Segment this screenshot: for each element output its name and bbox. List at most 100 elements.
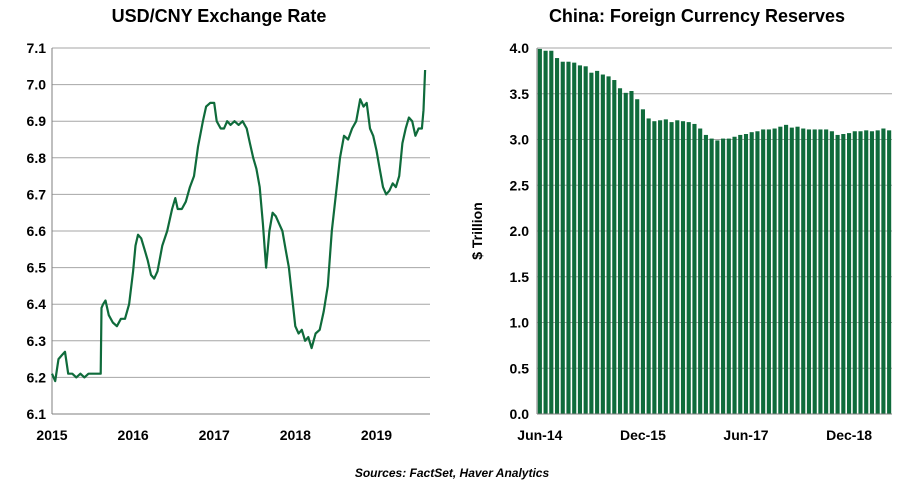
reserves-chart: China: Foreign Currency Reserves $ Trill…: [469, 6, 892, 443]
reserves-x-tick-label: Dec-15: [620, 427, 666, 443]
reserves-bar: [658, 120, 663, 414]
reserves-bar: [635, 99, 640, 415]
reserves-y-tick-label: 1.5: [510, 269, 530, 285]
reserves-y-tick-label: 0.5: [510, 360, 530, 376]
reserves-bar: [698, 128, 703, 414]
reserves-bar: [669, 122, 674, 415]
reserves-y-tick-label: 2.0: [510, 223, 530, 239]
reserves-bar: [743, 134, 749, 414]
exchange-rate-y-tick-label: 6.2: [27, 369, 47, 385]
reserves-bar: [652, 121, 657, 414]
reserves-bar: [600, 74, 605, 414]
reserves-x-tick-labels: Jun-14 Dec-15 Jun-17 Dec-18: [517, 427, 872, 443]
reserves-bar: [640, 109, 645, 414]
reserves-bar: [617, 88, 623, 414]
exchange-rate-x-tick-label: 2018: [280, 427, 311, 443]
reserves-bar: [869, 131, 875, 414]
exchange-rate-x-tick-labels: 2015 2016 2017 2018 2019: [36, 427, 392, 443]
exchange-rate-x-tick-label: 2017: [199, 427, 230, 443]
exchange-rate-y-tick-label: 7.0: [27, 77, 47, 93]
exchange-rate-y-tick-labels: 6.1 6.2 6.3 6.4 6.5 6.6 6.7 6.8 6.9 7.0 7.1: [27, 40, 47, 422]
exchange-rate-y-tick-label: 6.5: [27, 260, 47, 276]
reserves-bar: [623, 92, 628, 414]
exchange-rate-y-tick-label: 6.4: [27, 296, 47, 312]
reserves-bar: [692, 123, 697, 414]
reserves-bar: [738, 134, 743, 414]
exchange-rate-x-tick-label: 2016: [118, 427, 149, 443]
reserves-y-tick-label: 3.5: [510, 86, 530, 102]
exchange-rate-y-tick-label: 6.8: [27, 150, 47, 166]
reserves-bar: [537, 48, 542, 414]
reserves-bar: [881, 128, 886, 414]
reserves-bar: [749, 132, 754, 414]
exchange-rate-y-tick-label: 6.9: [27, 113, 47, 129]
reserves-bar: [772, 128, 777, 414]
reserves-bar: [726, 138, 731, 414]
reserves-bar: [572, 62, 577, 414]
exchange-rate-gridlines: [52, 47, 430, 378]
reserves-bar: [577, 65, 582, 414]
reserves-y-tick-label: 2.5: [510, 177, 530, 193]
exchange-rate-y-tick-label: 6.3: [27, 333, 47, 349]
reserves-bar: [612, 80, 617, 414]
reserves-bar: [858, 131, 863, 414]
reserves-bar: [566, 61, 571, 414]
exchange-rate-y-tick-label: 6.1: [27, 406, 47, 422]
reserves-bar: [841, 134, 846, 414]
reserves-bar: [583, 66, 588, 415]
reserves-bar: [864, 130, 869, 414]
reserves-bar: [829, 131, 834, 414]
reserves-bar: [703, 134, 708, 414]
reserves-bar: [595, 70, 600, 415]
reserves-bar: [589, 72, 594, 414]
reserves-bar: [560, 61, 565, 414]
reserves-bar: [887, 130, 892, 414]
reserves-bar: [709, 138, 714, 414]
reserves-bar: [875, 130, 880, 414]
reserves-y-tick-label: 4.0: [510, 40, 530, 56]
reserves-axes: [536, 48, 892, 415]
reserves-x-tick-label: Jun-17: [723, 427, 768, 443]
reserves-bar: [801, 128, 806, 414]
reserves-x-tick-label: Dec-18: [826, 427, 872, 443]
reserves-bars: [537, 48, 892, 415]
reserves-bar: [789, 127, 794, 415]
reserves-bar: [835, 134, 840, 414]
reserves-chart-title: China: Foreign Currency Reserves: [549, 6, 845, 26]
exchange-rate-y-tick-label: 7.1: [27, 40, 47, 56]
reserves-bar: [812, 129, 817, 414]
exchange-rate-x-tick-label: 2019: [361, 427, 392, 443]
exchange-rate-y-tick-label: 6.6: [27, 223, 47, 239]
reserves-bar: [646, 118, 651, 414]
reserves-bar: [732, 136, 737, 414]
reserves-bar: [847, 133, 852, 414]
reserves-y-tick-label: 3.0: [510, 132, 530, 148]
reserves-bar: [806, 129, 812, 414]
reserves-bar: [686, 122, 691, 415]
source-note: Sources: FactSet, Haver Analytics: [355, 466, 550, 480]
reserves-bar: [675, 120, 680, 414]
exchange-rate-chart-title: USD/CNY Exchange Rate: [112, 6, 327, 26]
reserves-bar: [663, 119, 668, 415]
reserves-bar: [554, 58, 560, 415]
reserves-y-tick-label: 0.0: [510, 406, 530, 422]
reserves-bar: [755, 131, 760, 414]
reserves-bar: [549, 50, 554, 414]
reserves-bar: [784, 124, 789, 415]
exchange-rate-chart: USD/CNY Exchange Rate 6.1 6.2 6.3 6.4 6.5 6.6…: [27, 6, 430, 443]
reserves-bar: [852, 131, 857, 414]
reserves-bar: [680, 121, 686, 414]
reserves-bar: [795, 126, 800, 414]
reserves-bar: [761, 129, 766, 414]
exchange-rate-y-tick-label: 6.7: [27, 186, 47, 202]
reserves-bar: [818, 129, 823, 414]
reserves-bar: [606, 76, 611, 415]
reserves-bar: [721, 138, 726, 414]
reserves-y-tick-label: 1.0: [510, 315, 530, 331]
reserves-y-tick-labels: 0.0 0.5 1.0 1.5 2.0 2.5 3.0 3.5 4.0: [510, 40, 530, 422]
reserves-y-axis-label: $ Trillion: [469, 202, 485, 260]
exchange-rate-series-line: [50, 69, 427, 383]
reserves-bar: [543, 50, 548, 414]
reserves-bar: [824, 129, 829, 414]
